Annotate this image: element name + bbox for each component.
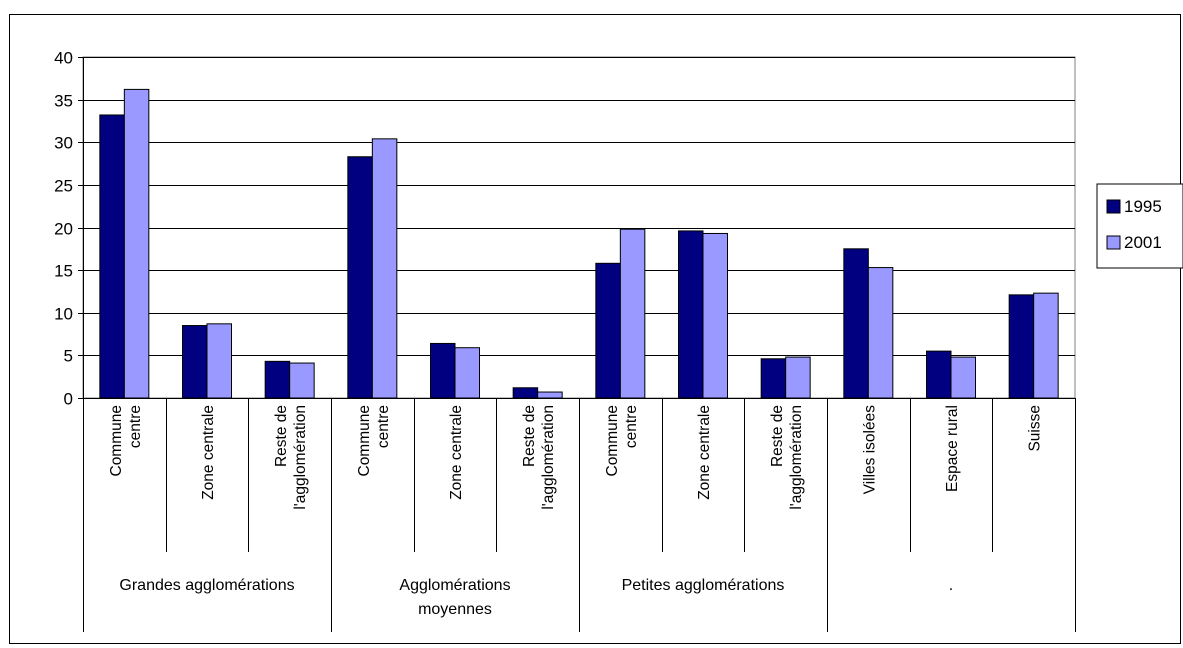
- category-label: Zone centrale: [448, 405, 465, 500]
- bar-2001: [454, 347, 480, 399]
- group-label: moyennes: [418, 601, 492, 618]
- bar-2001: [1033, 292, 1059, 399]
- category-label: Reste de: [521, 405, 538, 467]
- bar-2001: [785, 356, 811, 399]
- plot-area: [82, 56, 1076, 399]
- bar-1995: [843, 248, 869, 399]
- bar-1995: [430, 342, 456, 399]
- legend-label: 2001: [1124, 233, 1162, 252]
- bar-1995: [264, 360, 291, 399]
- group-label: .: [949, 577, 953, 594]
- bar-1995: [678, 230, 704, 399]
- y-tick-label: 35: [54, 92, 73, 111]
- category-label: centre: [127, 405, 144, 448]
- group-label: Petites agglomérations: [622, 577, 785, 594]
- bar-2001: [206, 323, 232, 399]
- category-label: Commune: [108, 405, 125, 477]
- bar-1995: [99, 114, 125, 399]
- bar-1995: [595, 262, 621, 399]
- category-label: Commune: [356, 405, 373, 477]
- group-label: Agglomérations: [399, 577, 510, 594]
- group-label: Grandes agglomérations: [119, 577, 294, 594]
- category-label: l'agglomération: [540, 405, 557, 510]
- bar-2001: [371, 138, 398, 399]
- y-tick-label: 10: [54, 305, 73, 324]
- y-tick-label: 30: [54, 134, 73, 153]
- y-tick-label: 0: [64, 390, 73, 409]
- legend-swatch-2001: [1106, 235, 1121, 250]
- bar-2001: [867, 267, 894, 399]
- bar-1995: [512, 387, 539, 399]
- bar-1995: [182, 325, 208, 399]
- category-label: centre: [623, 405, 640, 448]
- category-label: Reste de: [769, 405, 786, 467]
- category-label: l'agglomération: [788, 405, 805, 510]
- bar-2001: [619, 228, 646, 399]
- category-label: Zone centrale: [200, 405, 217, 500]
- category-label: Espace rural: [944, 405, 961, 492]
- category-label: Villes isolées: [861, 405, 878, 495]
- legend-label: 1995: [1124, 197, 1162, 216]
- y-tick-label: 15: [54, 262, 73, 281]
- category-label: Commune: [604, 405, 621, 477]
- y-tick-label: 20: [54, 220, 73, 239]
- bar-1995: [1008, 294, 1035, 399]
- bar-2001: [537, 391, 563, 399]
- category-label: Suisse: [1027, 405, 1044, 452]
- y-tick-label: 25: [54, 177, 73, 196]
- bar-1995: [760, 358, 787, 399]
- bar-2001: [950, 356, 976, 399]
- y-tick-label: 40: [54, 49, 73, 68]
- bar-2001: [702, 232, 728, 399]
- legend: [1096, 183, 1183, 269]
- category-label: l'agglomération: [292, 405, 309, 510]
- bar-2001: [123, 88, 150, 399]
- bar-1995: [926, 350, 952, 399]
- bar-2001: [289, 362, 315, 399]
- bar-1995: [347, 156, 373, 399]
- category-label: centre: [375, 405, 392, 448]
- category-label: Zone centrale: [696, 405, 713, 500]
- category-label: Reste de: [273, 405, 290, 467]
- y-tick-label: 5: [64, 347, 73, 366]
- legend-swatch-1995: [1106, 199, 1121, 214]
